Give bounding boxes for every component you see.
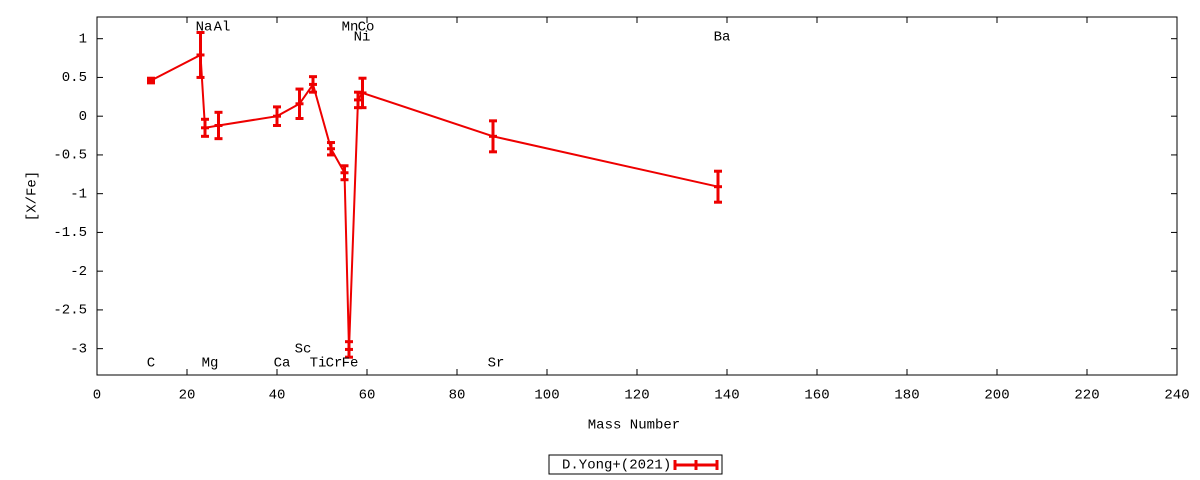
y-tick-label: -1.5 [53, 225, 87, 241]
legend-box [548, 454, 723, 475]
x-tick-label: 0 [93, 388, 101, 404]
element-label: Fe [342, 356, 359, 372]
element-label: Na [196, 20, 213, 36]
element-label: Al [214, 20, 231, 36]
element-label: C [147, 356, 155, 372]
x-tick-label: 60 [359, 388, 376, 404]
element-label: Sc [295, 342, 312, 358]
x-tick-label: 240 [1164, 388, 1189, 404]
element-label: Ca [274, 356, 291, 372]
y-tick-label: -2.5 [53, 303, 87, 319]
y-tick-label: -1 [70, 186, 87, 202]
plot-frame [96, 16, 1178, 376]
y-tick-label: 0 [79, 109, 87, 125]
x-tick-label: 120 [624, 388, 649, 404]
y-tick-label: 1 [79, 31, 87, 47]
y-tick-label: -2 [70, 264, 87, 280]
x-tick-label: 200 [984, 388, 1009, 404]
element-label: Ba [714, 30, 731, 46]
element-label: Mn [342, 20, 359, 36]
element-label: Ni [354, 30, 371, 46]
y-tick-label: -0.5 [53, 148, 87, 164]
x-tick-label: 140 [714, 388, 739, 404]
element-label: Cr [326, 356, 343, 372]
element-label: Sr [488, 356, 505, 372]
x-tick-label: 160 [804, 388, 829, 404]
element-label: Mg [202, 356, 219, 372]
y-tick-label: 0.5 [62, 70, 87, 86]
y-axis-label: [X/Fe] [25, 171, 41, 221]
x-axis-label: Mass Number [588, 418, 680, 434]
data-line [150, 53, 719, 350]
x-tick-label: 80 [449, 388, 466, 404]
x-tick-label: 40 [269, 388, 286, 404]
legend-label: D.Yong+(2021) [562, 458, 671, 474]
element-label: Co [358, 20, 375, 36]
x-tick-label: 100 [534, 388, 559, 404]
x-tick-label: 20 [179, 388, 196, 404]
element-label: Ti [310, 356, 327, 372]
x-tick-label: 220 [1074, 388, 1099, 404]
x-tick-label: 180 [894, 388, 919, 404]
y-tick-label: -3 [70, 341, 87, 357]
